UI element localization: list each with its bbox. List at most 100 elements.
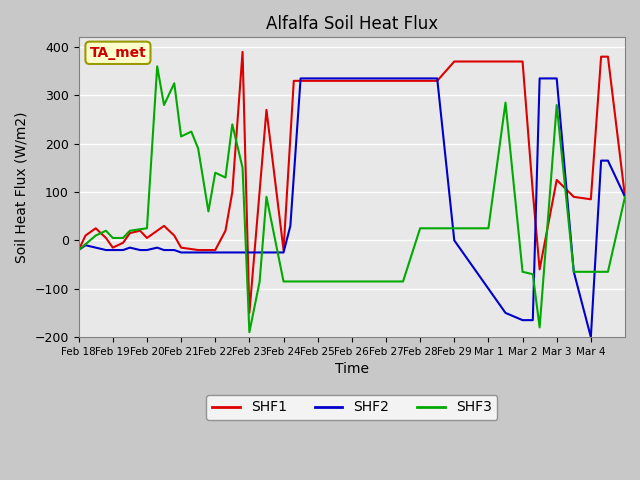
- SHF3: [228, 121, 236, 127]
- SHF2: [570, 269, 578, 275]
- SHF2: [518, 317, 526, 323]
- SHF3: [143, 226, 151, 231]
- SHF2: [382, 75, 390, 81]
- SHF1: [451, 59, 458, 64]
- SHF3: [119, 235, 127, 241]
- SHF1: [246, 310, 253, 316]
- SHF2: [604, 158, 612, 164]
- SHF1: [529, 189, 537, 195]
- SHF3: [365, 278, 372, 284]
- Y-axis label: Soil Heat Flux (W/m2): Soil Heat Flux (W/m2): [15, 111, 29, 263]
- SHF2: [529, 317, 537, 323]
- SHF2: [536, 75, 543, 81]
- SHF1: [136, 228, 144, 234]
- SHF2: [502, 310, 509, 316]
- SHF3: [314, 278, 321, 284]
- SHF1: [154, 228, 161, 234]
- SHF1: [75, 247, 83, 253]
- SHF3: [177, 133, 185, 139]
- SHF1: [126, 230, 134, 236]
- SHF2: [195, 250, 202, 255]
- SHF3: [102, 228, 110, 234]
- SHF3: [256, 278, 264, 284]
- SHF2: [280, 250, 287, 255]
- SHF1: [290, 78, 298, 84]
- SHF1: [82, 233, 90, 239]
- SHF3: [280, 278, 287, 284]
- SHF2: [451, 238, 458, 243]
- SHF2: [154, 245, 161, 251]
- SHF2: [365, 75, 372, 81]
- SHF2: [348, 75, 356, 81]
- SHF1: [280, 247, 287, 253]
- SHF3: [399, 278, 407, 284]
- SHF3: [570, 269, 578, 275]
- SHF2: [553, 75, 561, 81]
- SHF3: [211, 170, 219, 176]
- Line: SHF2: SHF2: [79, 78, 625, 337]
- SHF2: [621, 194, 629, 200]
- SHF1: [570, 194, 578, 200]
- SHF1: [102, 235, 110, 241]
- Text: TA_met: TA_met: [90, 46, 147, 60]
- SHF3: [160, 102, 168, 108]
- SHF3: [451, 226, 458, 231]
- SHF3: [587, 269, 595, 275]
- SHF3: [382, 278, 390, 284]
- SHF1: [262, 107, 270, 113]
- SHF2: [399, 75, 407, 81]
- SHF1: [433, 78, 441, 84]
- SHF1: [467, 59, 475, 64]
- SHF3: [331, 278, 339, 284]
- SHF2: [297, 75, 305, 81]
- SHF3: [484, 226, 492, 231]
- SHF3: [597, 269, 605, 275]
- SHF3: [195, 145, 202, 151]
- SHF1: [621, 194, 629, 200]
- SHF2: [160, 247, 168, 253]
- SHF1: [553, 177, 561, 183]
- SHF3: [502, 100, 509, 106]
- SHF1: [399, 78, 407, 84]
- SHF1: [587, 196, 595, 202]
- SHF2: [246, 250, 253, 255]
- SHF2: [416, 75, 424, 81]
- SHF2: [82, 242, 90, 248]
- SHF3: [205, 208, 212, 214]
- SHF2: [170, 247, 178, 253]
- SHF1: [536, 266, 543, 272]
- SHF2: [211, 250, 219, 255]
- SHF1: [365, 78, 372, 84]
- SHF3: [154, 63, 161, 69]
- SHF3: [239, 165, 246, 171]
- SHF1: [239, 49, 246, 55]
- SHF1: [195, 247, 202, 253]
- SHF1: [331, 78, 339, 84]
- SHF1: [348, 78, 356, 84]
- SHF2: [75, 247, 83, 253]
- SHF3: [604, 269, 612, 275]
- SHF2: [177, 250, 185, 255]
- SHF3: [188, 129, 195, 134]
- SHF1: [484, 59, 492, 64]
- Legend: SHF1, SHF2, SHF3: SHF1, SHF2, SHF3: [206, 395, 497, 420]
- SHF1: [119, 240, 127, 246]
- SHF3: [75, 247, 83, 253]
- SHF2: [102, 247, 110, 253]
- SHF3: [170, 80, 178, 86]
- SHF2: [587, 334, 595, 340]
- SHF3: [553, 102, 561, 108]
- SHF3: [126, 228, 134, 234]
- SHF1: [109, 245, 116, 251]
- Line: SHF1: SHF1: [79, 52, 625, 313]
- SHF1: [177, 245, 185, 251]
- X-axis label: Time: Time: [335, 362, 369, 376]
- SHF3: [621, 194, 629, 200]
- SHF3: [467, 226, 475, 231]
- SHF3: [262, 194, 270, 200]
- SHF2: [433, 75, 441, 81]
- SHF3: [433, 226, 441, 231]
- SHF1: [416, 78, 424, 84]
- Line: SHF3: SHF3: [79, 66, 625, 332]
- SHF1: [382, 78, 390, 84]
